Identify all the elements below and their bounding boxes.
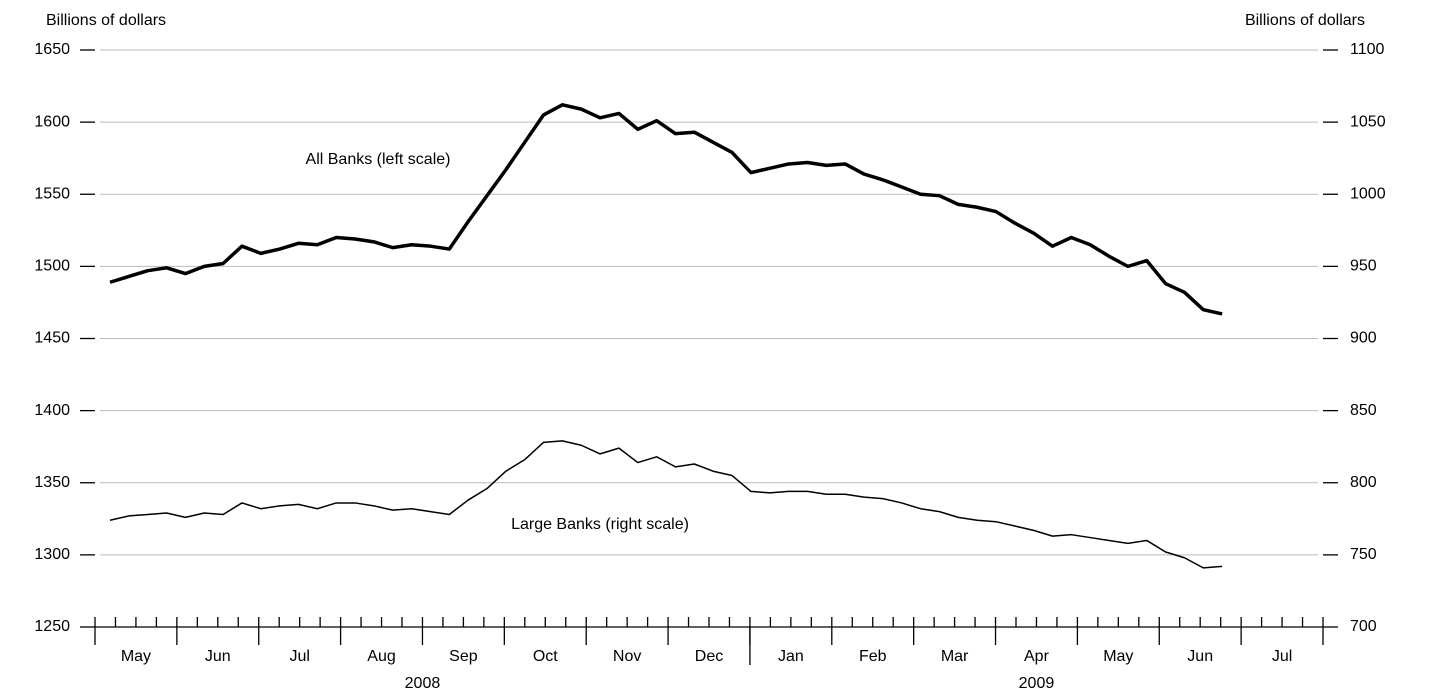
x-tick-label: Jun bbox=[205, 648, 231, 665]
y2-tick-label: 1050 bbox=[1350, 113, 1386, 130]
y2-tick-label: 950 bbox=[1350, 258, 1377, 275]
series-line bbox=[109, 440, 1223, 569]
y2-tick-label: 850 bbox=[1350, 402, 1377, 419]
y2-tick-label: 900 bbox=[1350, 330, 1377, 347]
x-tick-label: Jul bbox=[289, 648, 309, 665]
y2-tick-label: 1000 bbox=[1350, 185, 1386, 202]
x-tick-label: Apr bbox=[1024, 648, 1050, 665]
x-tick-label: Sep bbox=[449, 648, 478, 665]
y2-tick-label: 800 bbox=[1350, 474, 1377, 491]
x-tick-label: Feb bbox=[859, 648, 887, 665]
y-axis-label: Billions of dollars bbox=[46, 12, 166, 29]
x-tick-label: May bbox=[1103, 648, 1133, 665]
year-label: 2008 bbox=[405, 675, 441, 692]
y-tick-label: 1300 bbox=[34, 546, 70, 563]
y-tick-label: 1650 bbox=[34, 41, 70, 58]
y-tick-label: 1400 bbox=[34, 402, 70, 419]
y-tick-label: 1450 bbox=[34, 330, 70, 347]
x-tick-label: May bbox=[121, 648, 151, 665]
x-tick-label: Nov bbox=[613, 648, 641, 665]
x-tick-label: Mar bbox=[941, 648, 969, 665]
x-tick-label: Oct bbox=[533, 648, 558, 665]
year-label: 2009 bbox=[1019, 675, 1055, 692]
series-line bbox=[109, 103, 1223, 316]
y2-tick-label: 750 bbox=[1350, 546, 1377, 563]
y2-tick-label: 700 bbox=[1350, 618, 1377, 635]
y-tick-label: 1600 bbox=[34, 113, 70, 130]
x-tick-label: Jun bbox=[1187, 648, 1213, 665]
series-label: Large Banks (right scale) bbox=[511, 516, 689, 533]
y-tick-label: 1550 bbox=[34, 185, 70, 202]
y-tick-label: 1250 bbox=[34, 618, 70, 635]
y2-axis-label: Billions of dollars bbox=[1245, 12, 1365, 29]
y-tick-label: 1500 bbox=[34, 258, 70, 275]
series-label: All Banks (left scale) bbox=[306, 151, 451, 168]
y-tick-label: 1350 bbox=[34, 474, 70, 491]
x-tick-label: Aug bbox=[367, 648, 395, 665]
x-tick-label: Dec bbox=[695, 648, 723, 665]
x-tick-label: Jul bbox=[1272, 648, 1292, 665]
y2-tick-label: 1100 bbox=[1350, 41, 1385, 58]
x-tick-label: Jan bbox=[778, 648, 804, 665]
